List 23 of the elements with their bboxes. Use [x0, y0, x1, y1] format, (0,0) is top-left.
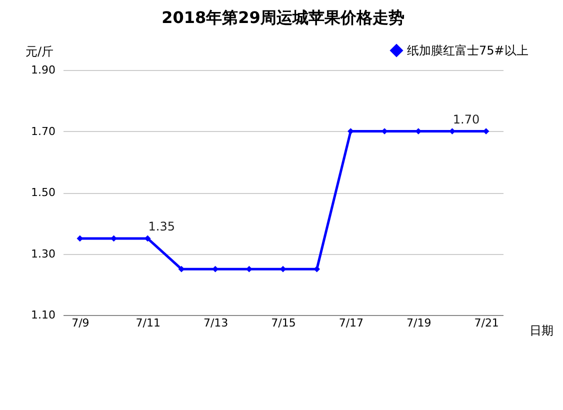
y-tick-label: 1.70: [31, 124, 56, 138]
y-axis-title: 元/斤: [26, 44, 54, 58]
x-tick-label: 7/21: [474, 316, 499, 330]
point: [212, 266, 218, 272]
point: [314, 266, 320, 272]
x-tick-label: 7/17: [338, 316, 364, 330]
legend-label: 纸加膜红富士75#以上: [407, 44, 528, 58]
x-axis-title: 日期: [530, 324, 554, 338]
y-tick-label: 1.50: [31, 186, 56, 199]
y-tick-label: 1.30: [31, 247, 56, 260]
data-label: 1.35: [148, 219, 175, 234]
x-tick-label: 7/15: [271, 316, 296, 330]
data-label: 1.70: [452, 112, 480, 126]
point: [110, 235, 117, 242]
point: [280, 266, 286, 272]
y-tick-label: 1.10: [31, 308, 56, 322]
x-tick-label: 7/19: [406, 316, 432, 330]
x-tick-label: 7/9: [72, 316, 90, 330]
chart-title: 2018年第29周运城苹果价格走势: [162, 8, 404, 27]
x-tick-label: 7/13: [203, 316, 228, 330]
y-tick-label: 1.90: [31, 64, 56, 76]
x-tick-label: 7/11: [136, 316, 160, 330]
point: [178, 266, 185, 272]
